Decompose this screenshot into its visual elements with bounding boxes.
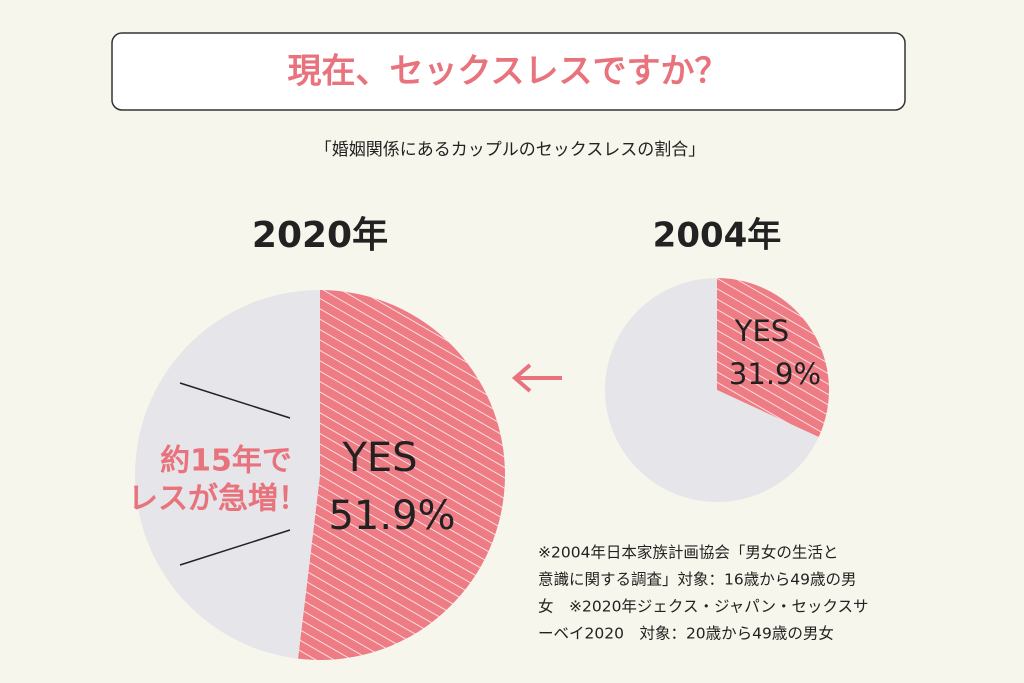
note: ーベイ2020 対象：20歳から49歳の男女 [538,624,834,643]
value-label: 31.9% [729,357,821,391]
decor-line [179,529,291,566]
value-label: 51.9% [328,493,455,539]
slice-label: YES [341,435,417,481]
charts: 2020年 YES 51.9% 2004年 YES 31.9% [134,215,830,660]
pie-slice [605,278,819,503]
annotation: レスが急増！ [128,482,308,517]
pie-slice [297,290,505,660]
annotation: 約15年で [160,444,292,479]
title: 現在、セックスレスですか？ [288,52,729,92]
chart-title: 2004年 [653,216,782,256]
note: ※2004年日本家族計画協会「男女の生活と [538,543,838,562]
chart-title: 2020年 [252,215,388,256]
pie-slice [134,290,320,659]
arrow [511,363,532,393]
title-box [111,32,906,111]
subtitle: 「婚姻関係にあるカップルのセックスレスの割合」 [315,140,706,160]
note: 意識に関する調査」対象：16歳から49歳の男 [538,570,856,589]
slice-label: YES [734,314,789,348]
note: 女 ※2020年ジェクス・ジャパン・セックスサ [538,597,869,616]
decor-line [179,382,291,419]
pie-slice [717,278,830,438]
